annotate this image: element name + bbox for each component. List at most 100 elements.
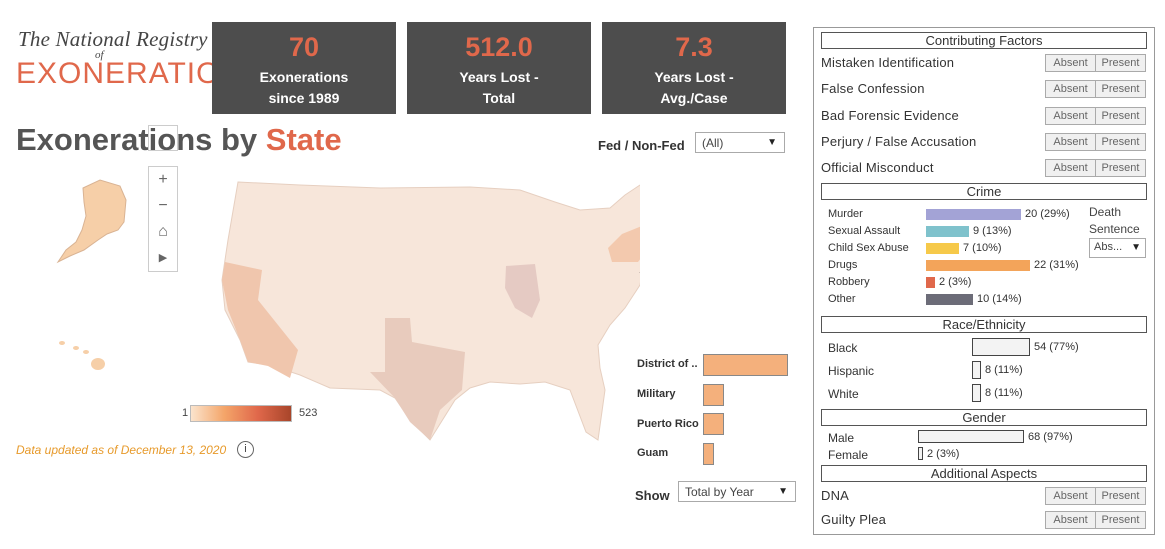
kpi-years-lost-total: 512.0 Years Lost - Total (407, 22, 591, 114)
territory-bar[interactable] (703, 413, 724, 435)
legend-max: 523 (299, 407, 318, 419)
additional-header: Additional Aspects (821, 465, 1147, 482)
crime-bar[interactable] (926, 226, 969, 237)
home-icon[interactable]: ⌂ (158, 223, 168, 240)
factor-toggle[interactable]: Absent Present (1045, 133, 1146, 151)
page-title: Exonerations by State (16, 122, 342, 157)
factor-toggle[interactable]: Absent Present (1045, 54, 1146, 72)
crime-value: 9 (13%) (973, 225, 1012, 237)
factor-toggle[interactable]: Absent Present (1045, 80, 1146, 98)
state-alaska[interactable] (56, 179, 127, 264)
kpi-years-lost-avg: 7.3 Years Lost - Avg./Case (602, 22, 786, 114)
chevron-down-icon: ▼ (767, 137, 777, 148)
kpi-value: 70 (288, 32, 320, 62)
crime-value: 22 (31%) (1034, 259, 1079, 271)
state-texas[interactable] (370, 318, 465, 440)
territory-label: District of .. (637, 358, 698, 370)
gender-bar[interactable] (918, 430, 1024, 443)
factor-label: Bad Forensic Evidence (821, 108, 959, 123)
race-label[interactable]: Black (828, 341, 858, 355)
race-value: 8 (11%) (985, 364, 1023, 376)
crime-bar[interactable] (926, 209, 1021, 220)
gender-header: Gender (821, 409, 1147, 426)
contiguous-states[interactable] (221, 178, 640, 441)
death-sentence-select[interactable]: Abs... ▼ (1089, 238, 1146, 258)
kpi-label: Exonerations since 1989 (259, 69, 349, 106)
absent-button[interactable]: Absent (1046, 108, 1096, 124)
factor-label: Perjury / False Accusation (821, 134, 977, 149)
race-label[interactable]: Hispanic (828, 364, 875, 378)
present-button[interactable]: Present (1096, 134, 1145, 150)
absent-button[interactable]: Absent (1046, 512, 1096, 528)
absent-button[interactable]: Absent (1046, 160, 1096, 176)
updated-note: Data updated as of December 13, 2020 (16, 443, 227, 457)
fed-filter-select[interactable]: (All) ▼ (695, 132, 785, 153)
kpi-label: Years Lost - Avg./Case (654, 69, 734, 106)
death-sentence-label: Death (1089, 205, 1122, 219)
death-sentence-label: Sentence (1089, 222, 1140, 236)
crime-label[interactable]: Robbery (828, 276, 870, 288)
crime-bar[interactable] (926, 277, 935, 288)
gender-label[interactable]: Female (828, 448, 869, 462)
gender-label[interactable]: Male (828, 431, 855, 445)
crime-label[interactable]: Sexual Assault (828, 225, 901, 237)
play-icon[interactable]: ▶ (158, 252, 168, 264)
crime-label[interactable]: Murder (828, 208, 863, 220)
zoom-in-icon[interactable]: + (158, 171, 168, 188)
present-button[interactable]: Present (1096, 55, 1145, 71)
territory-bar[interactable] (703, 354, 788, 376)
chevron-down-icon: ▼ (778, 486, 788, 497)
contributing-header: Contributing Factors (821, 32, 1147, 49)
info-icon[interactable]: i (237, 441, 254, 458)
aspect-toggle[interactable]: Absent Present (1045, 511, 1146, 529)
present-button[interactable]: Present (1096, 160, 1145, 176)
chevron-down-icon: ▼ (1131, 242, 1141, 253)
crime-label[interactable]: Child Sex Abuse (828, 242, 909, 254)
present-button[interactable]: Present (1096, 512, 1145, 528)
gender-value: 68 (97%) (1028, 431, 1073, 443)
crime-bar[interactable] (926, 294, 973, 305)
gender-bar[interactable] (918, 447, 923, 460)
race-label[interactable]: White (828, 387, 859, 401)
crime-value: 7 (10%) (963, 242, 1002, 254)
crime-bar[interactable] (926, 260, 1030, 271)
filter-panel (813, 27, 1155, 535)
absent-button[interactable]: Absent (1046, 81, 1096, 97)
race-bar[interactable] (972, 361, 981, 379)
race-value: 8 (11%) (985, 387, 1023, 399)
show-select[interactable]: Total by Year ▼ (678, 481, 796, 502)
absent-button[interactable]: Absent (1046, 488, 1096, 504)
present-button[interactable]: Present (1096, 488, 1145, 504)
race-bar[interactable] (972, 338, 1030, 356)
territory-label: Guam (637, 447, 669, 459)
absent-button[interactable]: Absent (1046, 134, 1096, 150)
map-search-button[interactable] (148, 125, 178, 151)
crime-value: 2 (3%) (939, 276, 972, 288)
state-new-york[interactable] (608, 226, 640, 262)
state-hawaii[interactable] (91, 358, 105, 370)
state-california[interactable] (222, 262, 298, 378)
aspect-label: DNA (821, 488, 850, 503)
kpi-value: 7.3 (675, 32, 713, 62)
factor-toggle[interactable]: Absent Present (1045, 159, 1146, 177)
factor-label: Official Misconduct (821, 160, 934, 175)
aspect-label: Guilty Plea (821, 512, 887, 527)
present-button[interactable]: Present (1096, 108, 1145, 124)
race-bar[interactable] (972, 384, 981, 402)
crime-label[interactable]: Other (828, 293, 856, 305)
zoom-out-icon[interactable]: − (158, 197, 168, 214)
territory-bar[interactable] (703, 443, 714, 465)
legend-min: 1 (182, 407, 189, 419)
crime-bar[interactable] (926, 243, 959, 254)
aspect-toggle[interactable]: Absent Present (1045, 487, 1146, 505)
us-map[interactable] (0, 150, 640, 450)
present-button[interactable]: Present (1096, 81, 1145, 97)
state-illinois[interactable] (505, 264, 540, 318)
kpi-exonerations: 70 Exonerations since 1989 (212, 22, 396, 114)
factor-label: Mistaken Identification (821, 55, 955, 70)
crime-label[interactable]: Drugs (828, 259, 858, 271)
territory-bar[interactable] (703, 384, 724, 406)
race-header: Race/Ethnicity (821, 316, 1147, 333)
factor-toggle[interactable]: Absent Present (1045, 107, 1146, 125)
absent-button[interactable]: Absent (1046, 55, 1096, 71)
